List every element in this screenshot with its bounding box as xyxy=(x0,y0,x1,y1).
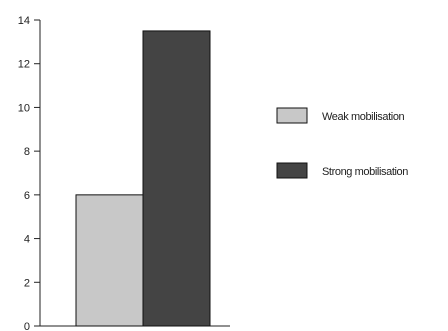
y-tick-label: 0 xyxy=(24,321,30,331)
y-tick-label: 6 xyxy=(24,190,30,202)
axes: 0 2 4 6 8 10 12 14 xyxy=(18,15,230,331)
y-tick-label: 10 xyxy=(18,102,30,114)
y-tick-label: 14 xyxy=(18,15,30,27)
y-tick-label: 2 xyxy=(24,277,30,289)
legend-swatch xyxy=(276,162,308,179)
bars xyxy=(75,30,211,327)
y-tick-label: 4 xyxy=(24,234,30,246)
legend-label: Strong mobilisation xyxy=(322,166,408,178)
bar-strong-mobilisation xyxy=(142,30,211,327)
legend-swatch xyxy=(276,107,308,124)
bar-weak-mobilisation xyxy=(75,194,144,327)
y-tick-label: 12 xyxy=(18,59,30,71)
legend: Weak mobilisation Strong mobilisation xyxy=(276,107,409,179)
y-tick-label: 8 xyxy=(24,146,30,158)
legend-label: Weak mobilisation xyxy=(322,111,405,123)
